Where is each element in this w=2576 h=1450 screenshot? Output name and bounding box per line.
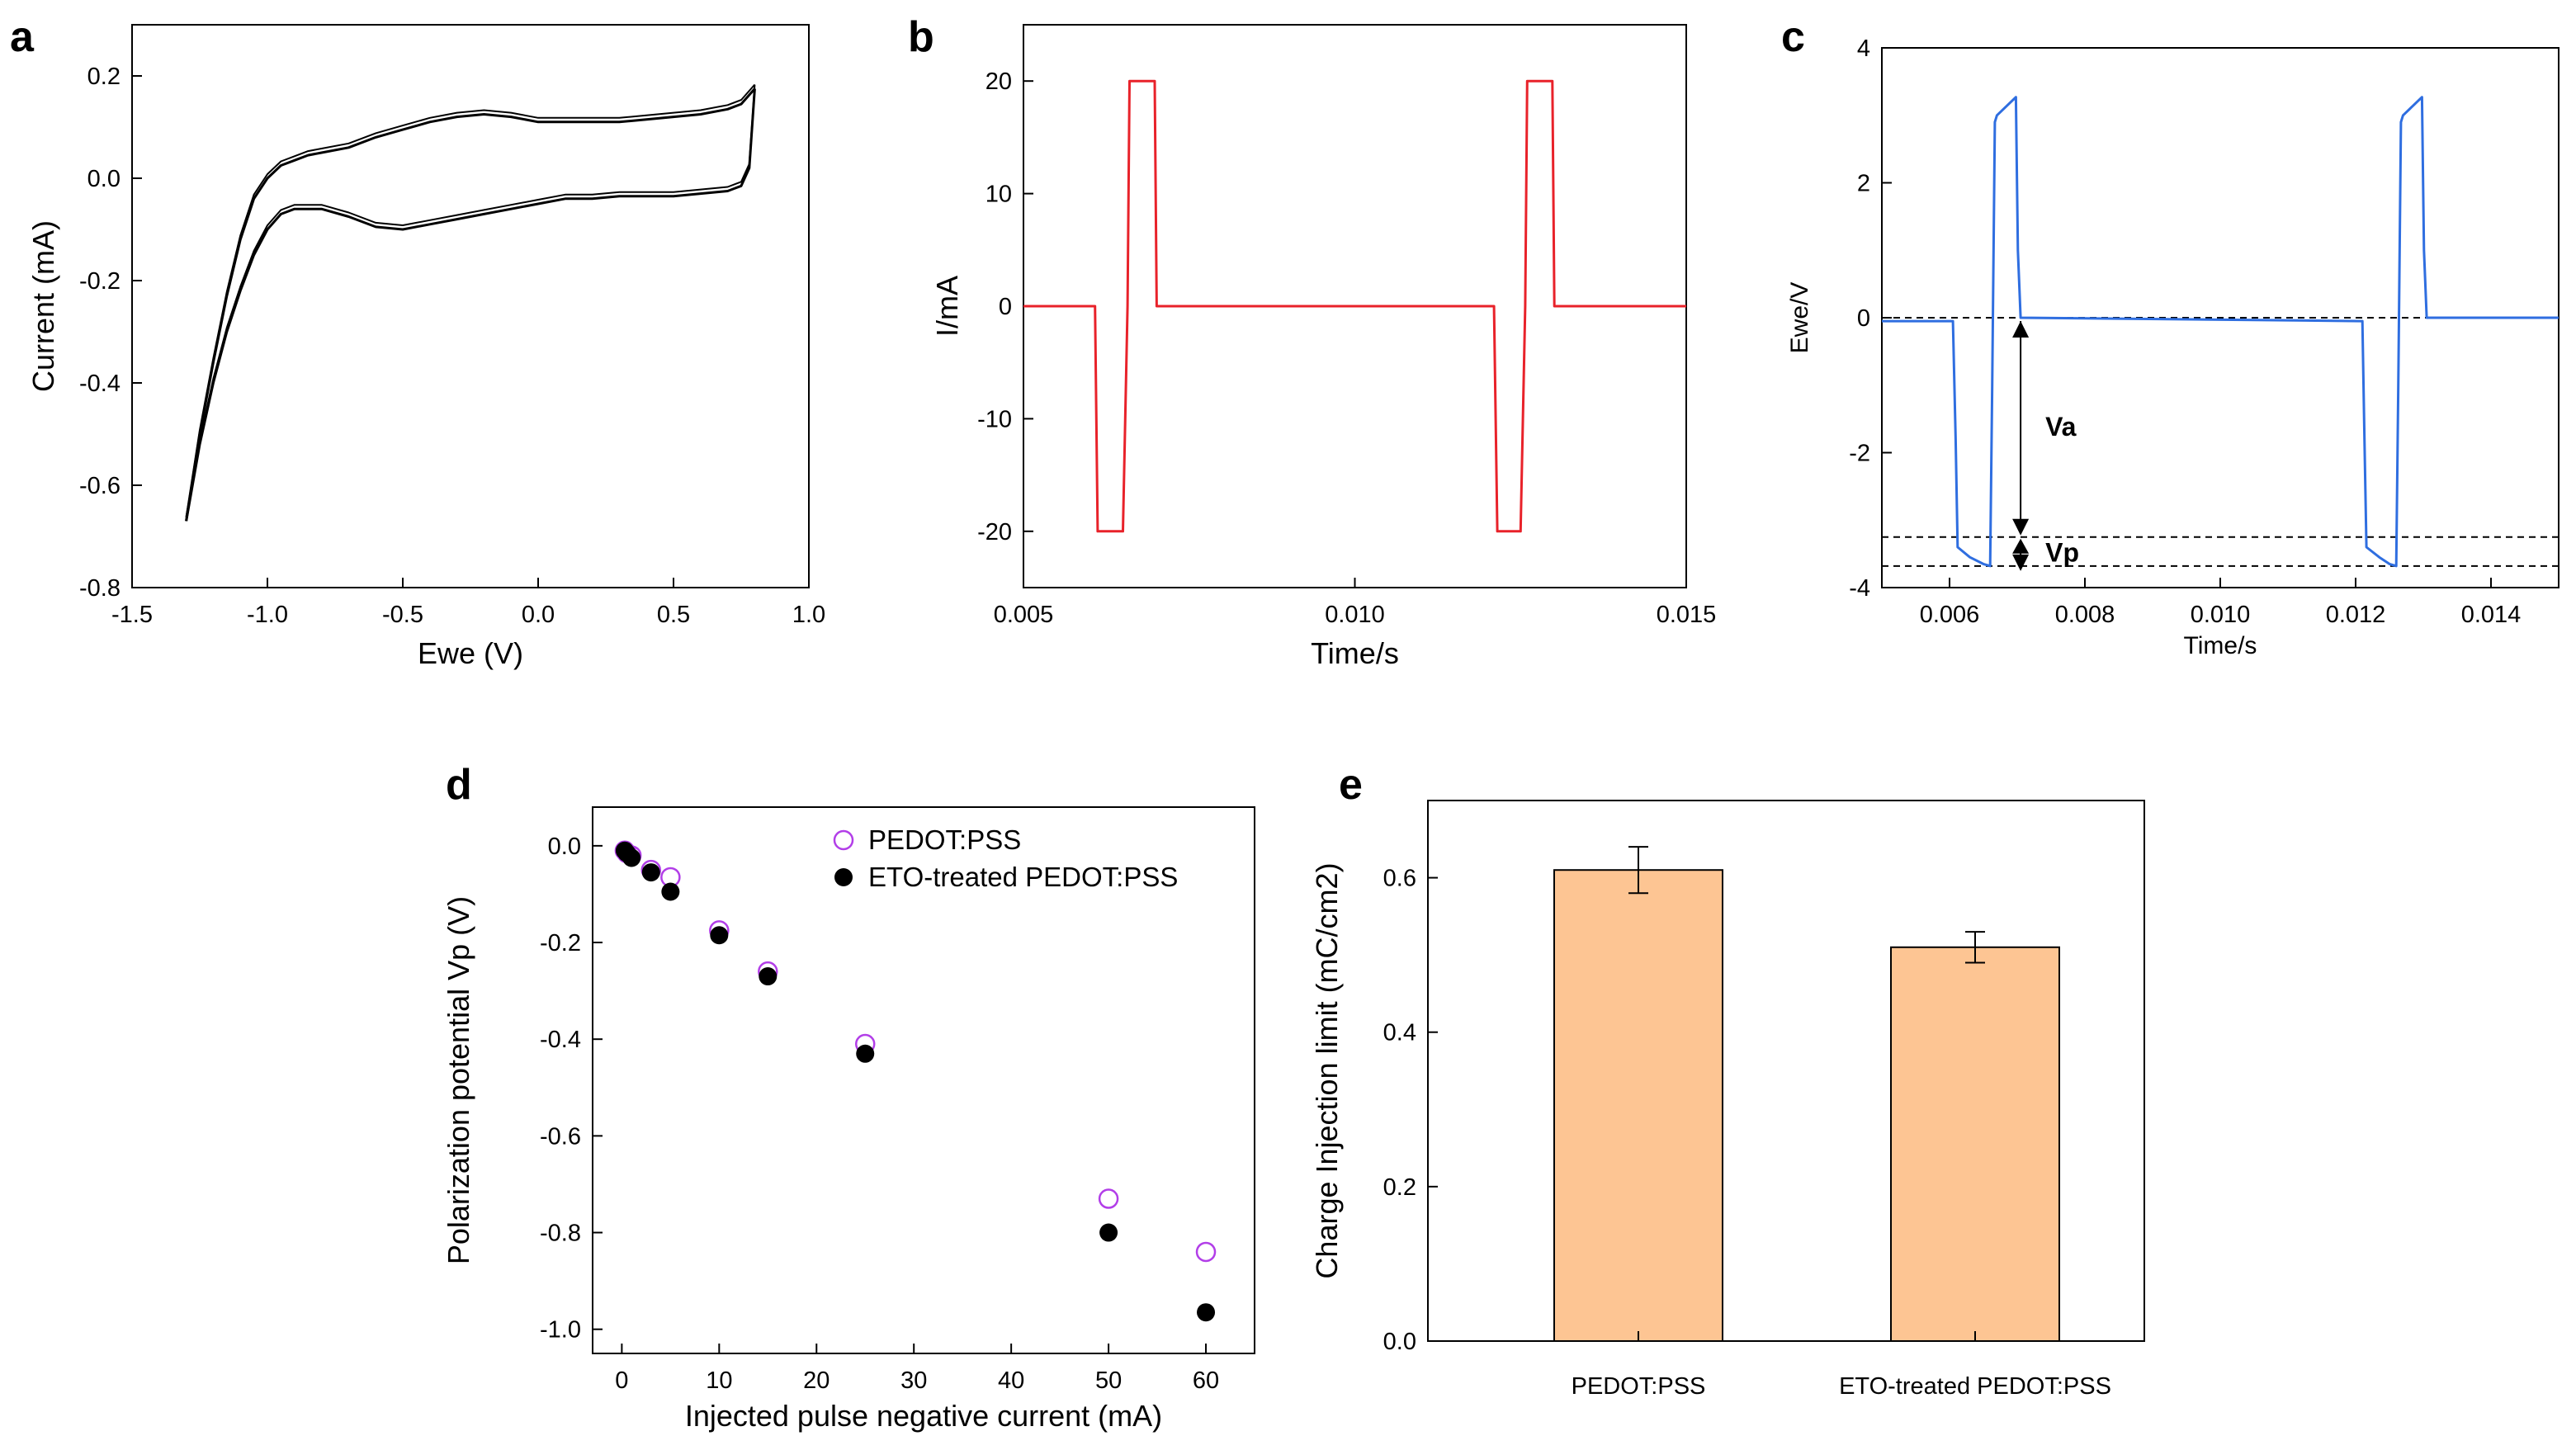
legend-label-pedot-pss: PEDOT:PSS [868,824,1021,855]
panel-c-potential-plot: 0.006 0.008 0.010 0.012 0.014 -4 -2 0 2 4 Time/s Ew… [1786,35,2559,659]
cv-series-line-cycle2-1 [185,83,756,517]
y-tick-label: -0.6 [540,1123,581,1150]
y-tick-label: 0.0 [548,834,581,860]
eto-pedot-pss-point [856,1044,875,1063]
cv-series-line-2 [185,88,756,522]
x-axis-title: Ewe (V) [418,636,523,670]
panel-b-current-plot: 0.005 0.010 0.015 -20 -10 0 10 20 Time/s I/mA [930,24,1717,670]
eto-pedot-pss-point [1197,1303,1216,1322]
category-label: PEDOT:PSS [1572,1373,1706,1400]
y-tick-label: -0.6 [79,473,121,499]
y-tick-label: -2 [1849,441,1870,467]
x-tick-label: 20 [803,1367,830,1394]
x-tick-label: 0.5 [657,602,690,628]
x-tick-label: 0.010 [2191,602,2251,628]
eto-pedot-pss-point [759,967,778,986]
x-tick-label: 0.008 [2055,602,2115,628]
bar-2 [1890,946,2060,1343]
eto-pedot-pss-point [622,848,641,867]
x-tick-label: 10 [706,1367,732,1394]
y-tick-label: 0.4 [1383,1020,1416,1046]
y-tick-label: 0.2 [1383,1174,1416,1201]
x-axis-title: Injected pulse negative current (mA) [685,1399,1162,1433]
vp-annotation: Vp [2045,538,2079,568]
current-series-line [1023,79,1686,533]
y-tick-label: -0.2 [540,930,581,956]
cv-series-line-1 [185,87,756,522]
x-axis-title: Time/s [1311,636,1399,670]
legend-marker-pedot-pss [833,829,854,851]
x-tick-label: 40 [998,1367,1024,1394]
y-tick-label: -0.8 [540,1221,581,1247]
eto-pedot-pss-point [1099,1223,1118,1242]
x-tick-label: 0.012 [2326,602,2386,628]
x-tick-label: 0.006 [1920,602,1980,628]
x-tick-label: -1.5 [111,602,153,628]
y-tick-label: 0.0 [87,166,121,192]
panel-a-cv-plot: -1.5 -1.0 -0.5 0.0 0.5 1.0 -0.8 -0.6 -0.4 -0.2 0.0… [26,24,825,670]
panel-label-b: b [908,13,934,61]
y-tick-label: 0.2 [87,64,121,90]
y-tick-label: 0.6 [1383,866,1416,892]
panel-label-e: e [1339,761,1363,809]
legend-marker-eto-pedot-pss [834,868,853,886]
potential-series-line [1882,96,2559,568]
eto-pedot-pss-point [710,926,729,945]
va-arrowhead-top [2012,321,2030,338]
y-tick-label: 0 [1857,305,1870,332]
x-tick-label: 0.014 [2461,602,2522,628]
y-tick-label: -0.2 [79,268,121,295]
y-axis-title: Polarization potential Vp (V) [442,896,475,1264]
y-tick-label: -0.8 [79,575,121,602]
y-axis-title: Charge Injection limit (mC/cm2) [1310,862,1344,1278]
y-tick-label: 2 [1857,171,1870,197]
y-tick-label: 0.0 [1383,1329,1416,1355]
plot-frame [131,24,810,588]
y-tick-label: -4 [1849,575,1870,602]
y-tick-label: 20 [985,68,1012,95]
x-tick-label: 0.0 [522,602,555,628]
x-tick-label: 60 [1193,1367,1219,1394]
plot-frame [592,806,1255,1354]
x-tick-label: -1.0 [247,602,288,628]
va-arrowhead-bottom [2012,518,2030,536]
x-tick-label: 1.0 [792,602,825,628]
x-tick-label: 0.010 [1325,602,1385,628]
x-tick-label: 0.015 [1657,602,1717,628]
y-tick-label: -1.0 [540,1317,581,1344]
vp-arrowhead-bottom [2012,554,2030,571]
va-annotation: Va [2045,412,2077,442]
pedot-pss-point [1098,1188,1119,1209]
eto-pedot-pss-point [641,863,660,882]
eto-pedot-pss-point [661,882,680,901]
cv-series-line-cycle2-2 [185,84,756,517]
y-axis-title: Ewe/V [1786,282,1813,354]
x-tick-label: 30 [900,1367,927,1394]
y-tick-label: -10 [977,406,1012,432]
plot-frame [1427,800,2145,1342]
y-axis-title: Current (mA) [26,220,60,392]
x-axis-title: Time/s [2184,632,2257,659]
x-tick-label: -0.5 [382,602,423,628]
panel-label-c: c [1781,13,1805,61]
x-tick-label: 0 [615,1367,628,1394]
y-tick-label: 10 [985,182,1012,208]
legend-label-eto-pedot-pss: ETO-treated PEDOT:PSS [868,862,1178,892]
panel-e-bar-chart: 0.0 0.2 0.4 0.6 Charge Injection limit (mC/c… [1310,800,2145,1400]
y-tick-label: -0.4 [540,1027,581,1053]
pedot-pss-point [1195,1241,1217,1263]
x-tick-label: 0.005 [994,602,1054,628]
panel-d-scatter-plot: 0 10 20 30 40 50 60 -1.0 -0.8 -0.6 -0.4 -0.2 0.0 Inje… [442,806,1255,1433]
panel-label-a: a [10,13,35,61]
y-tick-label: -20 [977,519,1012,546]
y-tick-label: 0 [999,294,1012,320]
y-axis-title: I/mA [930,276,964,337]
panel-label-d: d [446,761,472,809]
category-label: ETO-treated PEDOT:PSS [1839,1373,2111,1400]
bar-1 [1553,869,1723,1342]
x-tick-label: 50 [1095,1367,1122,1394]
y-tick-label: 4 [1857,35,1870,62]
y-tick-label: -0.4 [79,371,121,397]
